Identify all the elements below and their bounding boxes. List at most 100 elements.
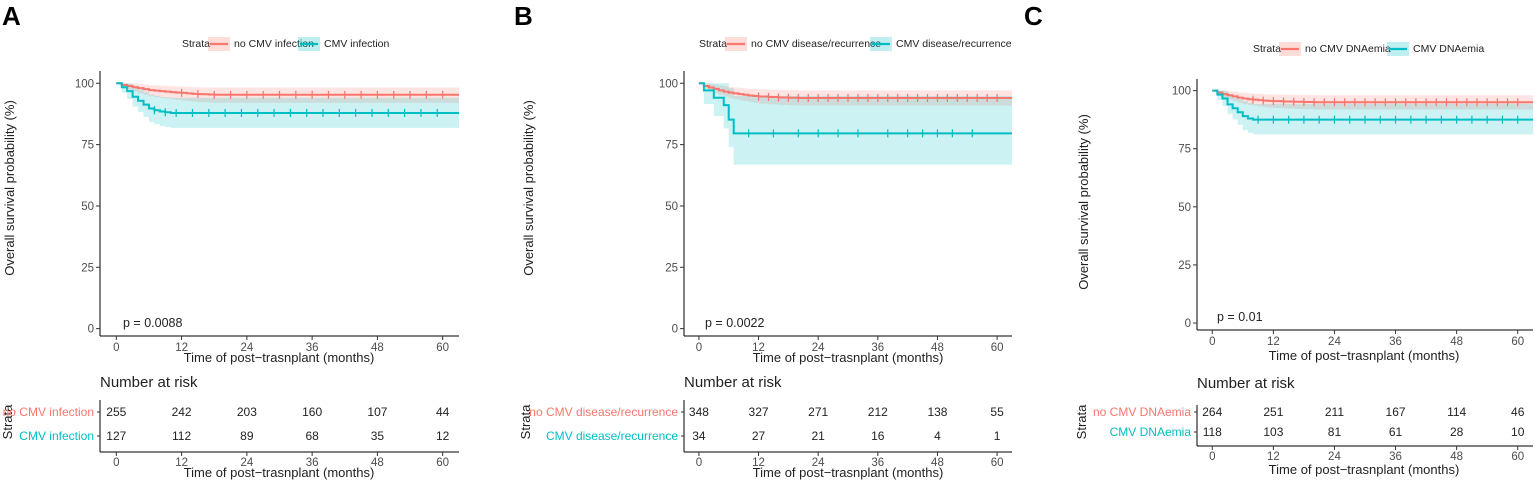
legend-label-1: CMV infection bbox=[324, 38, 390, 50]
legend-label-0: no CMV DNAemia bbox=[1305, 43, 1391, 55]
risk-value: 46 bbox=[1511, 405, 1525, 419]
risk-value: 16 bbox=[871, 429, 885, 443]
risk-value: 21 bbox=[812, 429, 826, 443]
risk-value: 89 bbox=[240, 429, 254, 443]
x-tick-label: 24 bbox=[1328, 336, 1341, 348]
risk-value: 127 bbox=[106, 429, 126, 443]
legend-label-0: no CMV disease/recurrence bbox=[751, 38, 881, 50]
risk-table-c: Number at risk Strata no CMV DNAemia CMV… bbox=[1074, 375, 1533, 477]
risk-value: 160 bbox=[302, 405, 322, 419]
risk-value: 327 bbox=[749, 405, 769, 419]
risk-value: 348 bbox=[689, 405, 709, 419]
km-plot-a: 0 25 50 75 100 0 12 24 36 48 60 bbox=[75, 71, 460, 354]
y-tick-label: 75 bbox=[1178, 144, 1191, 156]
risk-title-a: Number at risk bbox=[100, 374, 198, 391]
risk-values-b: 348 327 271 212 138 55 34 27 21 16 4 1 0 12 24 36 48 60 bbox=[681, 400, 1012, 469]
x-tick-label: 0 bbox=[113, 342, 119, 354]
risk-values-c: 264 251 211 167 114 46 118 103 81 61 28 10 0 12 24 36 48… bbox=[1194, 405, 1533, 463]
risk-value: 68 bbox=[305, 429, 319, 443]
y-tick-label: 50 bbox=[1178, 202, 1191, 214]
risk-value: 251 bbox=[1263, 405, 1283, 419]
risk-values-a: 255 242 203 160 107 44 127 112 89 68 35 12 0 12 24 36 48… bbox=[97, 400, 459, 469]
y-tick-label: 100 bbox=[75, 78, 94, 90]
risk-value: 118 bbox=[1203, 425, 1222, 439]
y-tick-label: 50 bbox=[665, 201, 678, 213]
risk-x-tick-label: 0 bbox=[113, 457, 119, 469]
risk-x-tick-label: 36 bbox=[871, 457, 884, 469]
risk-value: 203 bbox=[237, 405, 257, 419]
x-tick-label: 36 bbox=[871, 342, 884, 354]
y-axis-label-a: Overall survival probability (%) bbox=[2, 100, 17, 276]
pvalue-a: p = 0.0088 bbox=[123, 316, 182, 330]
x-tick-label: 36 bbox=[306, 342, 319, 354]
risk-value: 81 bbox=[1328, 425, 1342, 439]
x-tick-label: 12 bbox=[752, 342, 765, 354]
risk-row-label-c-1: CMV DNAemia bbox=[1110, 425, 1192, 439]
pvalue-c: p = 0.01 bbox=[1217, 310, 1263, 324]
x-axis-label-b: Time of post−trasnplant (months) bbox=[753, 350, 944, 365]
risk-x-tick-label: 48 bbox=[371, 457, 384, 469]
risk-table-b: Number at risk Strata no CMV disease/rec… bbox=[518, 374, 1012, 480]
risk-value: 264 bbox=[1202, 405, 1222, 419]
risk-value: 167 bbox=[1386, 405, 1406, 419]
risk-value: 138 bbox=[927, 405, 947, 419]
km-plot-c: 0 25 50 75 100 0 12 24 36 48 60 bbox=[1172, 79, 1533, 348]
x-tick-label: 24 bbox=[812, 342, 825, 354]
panel-a: A Strata no CMV infection CMV infection … bbox=[0, 1, 460, 480]
risk-value: 112 bbox=[172, 429, 191, 443]
risk-x-axis-label-c: Time of post−trasnplant (months) bbox=[1269, 462, 1460, 477]
y-tick-label: 0 bbox=[672, 324, 678, 336]
y-tick-label: 100 bbox=[659, 78, 678, 90]
panel-label-b: B bbox=[514, 1, 533, 31]
risk-value: 61 bbox=[1389, 425, 1403, 439]
legend-b: Strata no CMV disease/recurrence CMV dis… bbox=[699, 37, 1012, 51]
ci-band-1 bbox=[1212, 90, 1533, 135]
risk-x-tick-label: 24 bbox=[1328, 451, 1341, 463]
legend-c: Strata no CMV DNAemia CMV DNAemia bbox=[1253, 42, 1484, 56]
risk-value: 212 bbox=[868, 405, 888, 419]
risk-strata-label-a: Strata bbox=[0, 404, 15, 439]
x-tick-label: 0 bbox=[1209, 336, 1215, 348]
risk-table-a: Number at risk Strata no CMV infection C… bbox=[0, 374, 459, 480]
risk-value: 35 bbox=[371, 429, 385, 443]
risk-x-tick-label: 24 bbox=[240, 457, 253, 469]
risk-x-tick-label: 48 bbox=[931, 457, 944, 469]
x-tick-label: 60 bbox=[1511, 336, 1524, 348]
risk-x-tick-label: 36 bbox=[1389, 451, 1402, 463]
risk-title-c: Number at risk bbox=[1197, 375, 1295, 392]
risk-x-tick-label: 0 bbox=[696, 457, 702, 469]
x-tick-label: 36 bbox=[1389, 336, 1402, 348]
risk-x-tick-label: 48 bbox=[1450, 451, 1463, 463]
x-tick-label: 12 bbox=[175, 342, 188, 354]
survival-curve-0 bbox=[116, 82, 459, 96]
y-tick-label: 75 bbox=[665, 140, 678, 152]
risk-value: 55 bbox=[990, 405, 1004, 419]
panel-b: B Strata no CMV disease/recurrence CMV d… bbox=[514, 1, 1012, 480]
x-tick-label: 60 bbox=[436, 342, 449, 354]
km-plot-b: 0 25 50 75 100 0 12 24 36 48 60 bbox=[659, 71, 1012, 354]
survival-curve-1 bbox=[1212, 89, 1533, 121]
risk-value: 255 bbox=[106, 405, 126, 419]
y-tick-label: 75 bbox=[81, 140, 94, 152]
y-tick-label: 50 bbox=[81, 201, 94, 213]
risk-x-axis-label-b: Time of post−trasnplant (months) bbox=[753, 465, 944, 480]
risk-value: 103 bbox=[1263, 425, 1283, 439]
x-tick-label: 48 bbox=[371, 342, 384, 354]
ci-band-0 bbox=[116, 83, 460, 103]
x-tick-label: 24 bbox=[240, 342, 253, 354]
risk-x-tick-label: 24 bbox=[812, 457, 825, 469]
ci-band-0 bbox=[1212, 90, 1533, 110]
risk-value: 27 bbox=[752, 429, 766, 443]
legend-label-0: no CMV infection bbox=[234, 38, 314, 50]
risk-value: 1 bbox=[994, 429, 1001, 443]
risk-value: 242 bbox=[172, 405, 192, 419]
risk-value: 114 bbox=[1447, 405, 1466, 419]
risk-x-tick-label: 12 bbox=[175, 457, 188, 469]
risk-x-tick-label: 60 bbox=[1511, 451, 1524, 463]
x-axis-label-a: Time of post−trasnplant (months) bbox=[184, 350, 375, 365]
y-tick-label: 25 bbox=[81, 262, 94, 274]
ci-band-0 bbox=[698, 83, 1012, 106]
x-tick-label: 60 bbox=[991, 342, 1004, 354]
risk-strata-label-c: Strata bbox=[1074, 404, 1089, 439]
